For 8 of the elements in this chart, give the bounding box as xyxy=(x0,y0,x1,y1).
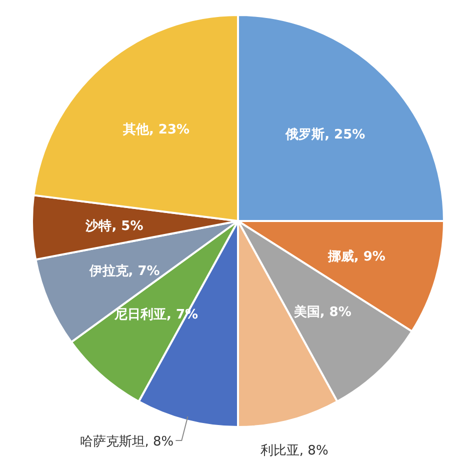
slice-label: 哈萨克斯坦, 8% xyxy=(80,434,174,450)
slice-label: 俄罗斯, 25% xyxy=(284,128,366,143)
slice-label: 沙特, 5% xyxy=(84,218,144,234)
slice-label: 伊拉克, 7% xyxy=(88,264,160,280)
slice-label: 挪威, 9% xyxy=(326,248,386,264)
slice-label: 美国, 8% xyxy=(292,304,352,320)
slice-label: 其他, 23% xyxy=(122,122,190,138)
slice-label: 利比亚, 8% xyxy=(260,443,328,458)
